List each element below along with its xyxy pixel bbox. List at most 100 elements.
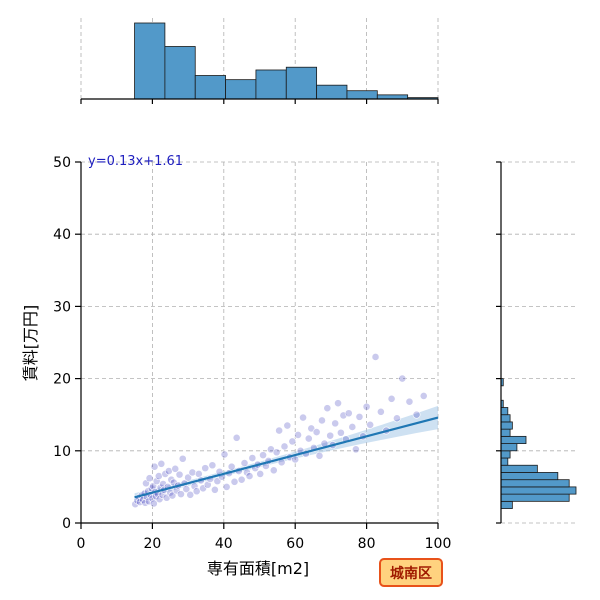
x-tick-label: 40: [215, 536, 233, 552]
scatter-point: [184, 473, 192, 482]
scatter-point: [186, 490, 195, 499]
scatter-point: [336, 428, 345, 437]
scatter-point: [222, 482, 231, 491]
scatter-point: [232, 433, 241, 442]
right-histogram-bar: [500, 457, 509, 466]
y-axis-title: 賃料[万円]: [21, 305, 40, 382]
scatter-point: [210, 485, 219, 494]
district-badge: 城南区: [379, 558, 443, 587]
scatter-point: [177, 490, 185, 499]
scatter-point: [393, 414, 401, 423]
scatter-point: [194, 470, 203, 478]
scatter-point: [149, 499, 158, 508]
right-histogram-bar: [500, 500, 513, 509]
scatter-point: [230, 477, 239, 486]
right-histogram-bar: [500, 414, 511, 423]
scatter-point: [269, 466, 278, 475]
right-histogram-bar: [500, 443, 518, 452]
y-tick-label: 20: [53, 372, 71, 388]
top-histogram-bar: [134, 22, 166, 100]
scatter-point: [371, 353, 380, 361]
right-histogram-bar: [500, 464, 538, 473]
top-histogram-bar: [316, 84, 348, 100]
x-tick-label: 60: [286, 536, 304, 552]
scatter-point: [318, 416, 326, 425]
x-tick-label: 80: [358, 536, 376, 552]
scatter-point: [175, 470, 184, 479]
scatter-point: [182, 485, 191, 493]
scatter-point: [307, 424, 316, 433]
scatter-point: [312, 428, 321, 436]
right-histogram-bar: [500, 486, 577, 495]
top-histogram-bar: [164, 46, 196, 100]
scatter-point: [304, 434, 313, 443]
scatter-point: [344, 409, 353, 418]
scatter-point: [334, 399, 342, 408]
scatter-point: [283, 421, 292, 430]
y-tick-label: 50: [53, 155, 71, 171]
scatter-point: [208, 461, 217, 470]
scatter-point: [164, 467, 173, 475]
scatter-point: [351, 445, 360, 454]
right-histogram-bar: [500, 435, 527, 444]
right-histogram-bar: [500, 407, 509, 416]
right-histogram-bar: [500, 493, 570, 502]
scatter-point: [168, 491, 177, 500]
scatter-point: [294, 431, 302, 439]
y-axis-ticks: 0 10 20 30 40 50: [53, 155, 81, 532]
y-tick-label: 30: [53, 299, 71, 315]
top-histogram-bar: [285, 66, 318, 100]
scatter-point: [331, 419, 340, 428]
district-badge-label: 城南区: [390, 565, 432, 582]
right-histogram-ticks: [496, 161, 501, 524]
scatter-point: [405, 397, 414, 406]
y-tick-label: 40: [53, 227, 71, 243]
scatter-point: [412, 410, 421, 419]
scatter-point: [201, 464, 210, 473]
x-tick-label: 20: [143, 536, 161, 552]
scatter-point: [171, 464, 180, 473]
right-histogram-bar: [500, 428, 511, 437]
top-histogram-bar: [194, 75, 226, 100]
scatter-point: [366, 420, 375, 429]
x-axis-title: 専有面積[m2]: [207, 559, 309, 578]
y-tick-label: 10: [53, 444, 71, 460]
scatter-point: [272, 448, 281, 457]
scatter-point: [145, 474, 154, 483]
scatter-point: [237, 475, 246, 484]
scatter-point: [387, 394, 396, 403]
top-histogram-bar: [376, 94, 409, 100]
scatter-point: [323, 404, 332, 413]
scatter-point: [288, 437, 297, 446]
scatter-point: [299, 413, 307, 422]
top-histogram-bars: [134, 22, 439, 100]
scatter-point: [280, 442, 289, 451]
scatter-point: [376, 407, 385, 416]
right-histogram-bar: [500, 479, 570, 488]
scatter-point: [362, 402, 371, 411]
scatter-point: [203, 480, 212, 489]
scatter-point: [188, 468, 197, 477]
main-grid: [80, 161, 439, 524]
x-axis-ticks: 0 20 40 60 80 100: [77, 523, 452, 552]
scatter-point: [248, 454, 257, 462]
scatter-point: [315, 451, 324, 460]
scatter-point: [158, 490, 167, 499]
right-marginal-histogram: [496, 161, 578, 524]
main-scatter-panel: 0 20 40 60 80 100 0 10 20 30 40 50 y=0.13x+1.61 専有…: [21, 154, 451, 578]
right-histogram-grid: [501, 161, 578, 524]
scatter-points: [131, 353, 428, 509]
district-badge-box: [379, 558, 443, 587]
scatter-point: [259, 451, 267, 460]
scatter-point: [291, 455, 300, 464]
top-marginal-histogram: [80, 18, 439, 104]
scatter-point: [355, 412, 364, 421]
x-tick-label: 100: [425, 536, 452, 552]
scatter-point: [220, 450, 229, 459]
x-tick-label: 0: [77, 536, 86, 552]
scatter-point: [157, 459, 166, 468]
regression-equation: y=0.13x+1.61: [88, 154, 183, 169]
scatter-point: [178, 454, 187, 463]
y-tick-label: 0: [62, 516, 71, 532]
